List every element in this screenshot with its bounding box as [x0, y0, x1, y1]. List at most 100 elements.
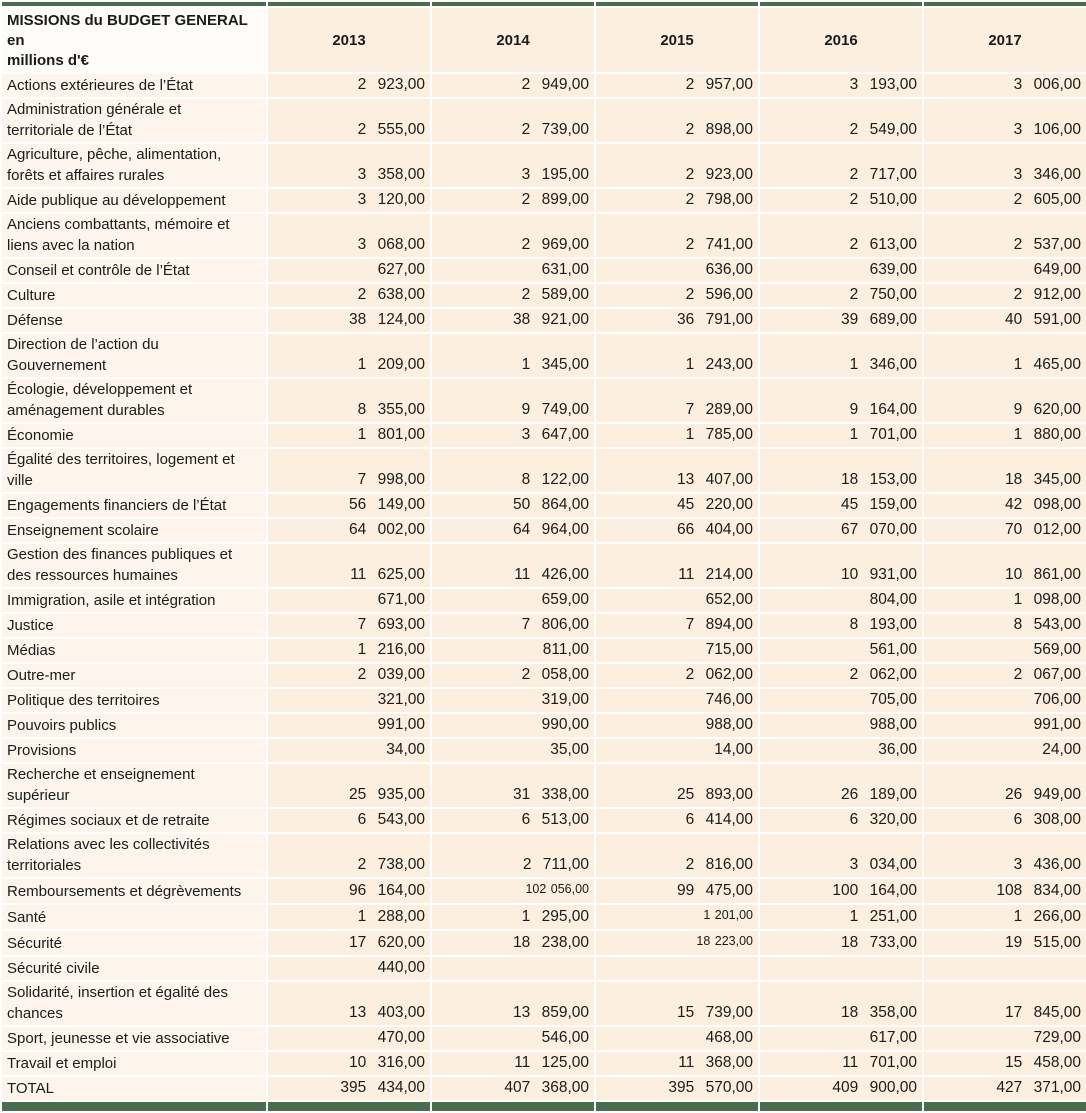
- row-label: Économie: [0, 422, 268, 449]
- table-row: Immigration, asile et intégration 671,00 6…: [0, 587, 1086, 614]
- table-row: Culture 2 638,00 2 589,00 2 596,00 2 750,00 2…: [0, 282, 1086, 309]
- table-row: Outre-mer 2 039,00 2 058,00 2 062,00 2 062,0…: [0, 662, 1086, 689]
- value-cell: 3 106,00: [922, 97, 1086, 144]
- border-bar-segment: [922, 1100, 1086, 1113]
- top-border-bar: [0, 0, 1086, 8]
- table-row: Médias 1 216,00 811,00 715,00 561,00 569,00: [0, 637, 1086, 664]
- row-label: Pouvoirs publics: [0, 712, 268, 739]
- value-cell: 2 638,00: [266, 282, 432, 309]
- value-cell: 1 216,00: [266, 637, 432, 664]
- row-label: Enseignement scolaire: [0, 517, 268, 544]
- value-cell: 546,00: [430, 1025, 596, 1052]
- table-row: Justice 7 693,00 7 806,00 7 894,00 8 193,00 8…: [0, 612, 1086, 639]
- value-cell: 17 620,00: [266, 929, 432, 957]
- value-cell: 6 543,00: [266, 807, 432, 834]
- table-row: Recherche et enseignement supérieur 25 93…: [0, 762, 1086, 809]
- value-cell: 3 358,00: [266, 142, 432, 189]
- value-cell: 7 806,00: [430, 612, 596, 639]
- value-cell: 990,00: [430, 712, 596, 739]
- value-cell: 40 591,00: [922, 307, 1086, 334]
- row-label: Travail et emploi: [0, 1050, 268, 1077]
- border-bar-segment: [266, 0, 432, 8]
- row-label: Politique des territoires: [0, 687, 268, 714]
- value-cell: 636,00: [594, 257, 760, 284]
- value-cell: 11 125,00: [430, 1050, 596, 1077]
- value-cell: 11 368,00: [594, 1050, 760, 1077]
- value-cell: 3 647,00: [430, 422, 596, 449]
- table-row: Égalité des territoires, logement et vil…: [0, 447, 1086, 494]
- table-row: Travail et emploi 10 316,00 11 125,00 11 36…: [0, 1050, 1086, 1077]
- border-bar-segment: [758, 0, 924, 8]
- value-cell: 427 371,00: [922, 1075, 1086, 1102]
- value-cell: 11 625,00: [266, 542, 432, 589]
- value-cell: 407 368,00: [430, 1075, 596, 1102]
- value-cell: 64 002,00: [266, 517, 432, 544]
- value-cell: 19 515,00: [922, 929, 1086, 957]
- border-bar-segment: [0, 0, 268, 8]
- border-bar-segment: [594, 1100, 760, 1113]
- table-row: Aide publique au développement 3 120,00 2 …: [0, 187, 1086, 214]
- row-label: Actions extérieures de l’État: [0, 72, 268, 99]
- row-label: Sport, jeunesse et vie associative: [0, 1025, 268, 1052]
- row-label: Sécurité: [0, 929, 268, 957]
- row-label: Agriculture, pêche, alimentation, forêts…: [0, 142, 268, 189]
- value-cell: 26 949,00: [922, 762, 1086, 809]
- row-label: Anciens combattants, mémoire et liens av…: [0, 212, 268, 259]
- value-cell: 991,00: [266, 712, 432, 739]
- value-cell: 45 220,00: [594, 492, 760, 519]
- row-label: Défense: [0, 307, 268, 334]
- value-cell: 2 738,00: [266, 832, 432, 879]
- value-cell: 18 223,00: [594, 929, 760, 957]
- value-cell: 2 062,00: [758, 662, 924, 689]
- value-cell: 2 739,00: [430, 97, 596, 144]
- value-cell: 3 346,00: [922, 142, 1086, 189]
- value-cell: 395 570,00: [594, 1075, 760, 1102]
- border-bar-segment: [0, 1100, 268, 1113]
- value-cell: 15 739,00: [594, 980, 760, 1027]
- value-cell: 1 295,00: [430, 903, 596, 931]
- value-cell: 2 039,00: [266, 662, 432, 689]
- value-cell: 2 949,00: [430, 72, 596, 99]
- value-cell: 25 935,00: [266, 762, 432, 809]
- value-cell: 3 120,00: [266, 187, 432, 214]
- value-cell: 1 288,00: [266, 903, 432, 931]
- value-cell: 17 845,00: [922, 980, 1086, 1027]
- value-cell: 1 266,00: [922, 903, 1086, 931]
- value-cell: 2 923,00: [266, 72, 432, 99]
- value-cell: 729,00: [922, 1025, 1086, 1052]
- row-label: Administration générale et territoriale …: [0, 97, 268, 144]
- value-cell: 36 791,00: [594, 307, 760, 334]
- value-cell: 18 153,00: [758, 447, 924, 494]
- value-cell: 649,00: [922, 257, 1086, 284]
- value-cell: 2 750,00: [758, 282, 924, 309]
- value-cell: 1 209,00: [266, 332, 432, 379]
- year-header-2013: 2013: [266, 6, 432, 74]
- table-row: Relations avec les collectivités territo…: [0, 832, 1086, 879]
- value-cell: 39 689,00: [758, 307, 924, 334]
- value-cell: 108 834,00: [922, 877, 1086, 905]
- value-cell: 804,00: [758, 587, 924, 614]
- value-cell: 3 436,00: [922, 832, 1086, 879]
- year-header-2016: 2016: [758, 6, 924, 74]
- value-cell: 64 964,00: [430, 517, 596, 544]
- table-row: Économie 1 801,00 3 647,00 1 785,00 1 701,00…: [0, 422, 1086, 449]
- value-cell: 11 701,00: [758, 1050, 924, 1077]
- row-label: Solidarité, insertion et égalité des cha…: [0, 980, 268, 1027]
- value-cell: 705,00: [758, 687, 924, 714]
- table-row: Gestion des finances publiques et des re…: [0, 542, 1086, 589]
- row-label: Sécurité civile: [0, 955, 268, 982]
- value-cell: 67 070,00: [758, 517, 924, 544]
- value-cell: 2 969,00: [430, 212, 596, 259]
- value-cell: 8 122,00: [430, 447, 596, 494]
- value-cell: 1 243,00: [594, 332, 760, 379]
- value-cell: 8 355,00: [266, 377, 432, 424]
- value-cell: 2 596,00: [594, 282, 760, 309]
- row-label: Conseil et contrôle de l’État: [0, 257, 268, 284]
- table-row: Défense 38 124,00 38 921,00 36 791,00 39 689…: [0, 307, 1086, 334]
- value-cell: 468,00: [594, 1025, 760, 1052]
- value-cell: 2 957,00: [594, 72, 760, 99]
- border-bar-segment: [430, 1100, 596, 1113]
- row-label: Santé: [0, 903, 268, 931]
- border-bar-segment: [758, 1100, 924, 1113]
- value-cell: 66 404,00: [594, 517, 760, 544]
